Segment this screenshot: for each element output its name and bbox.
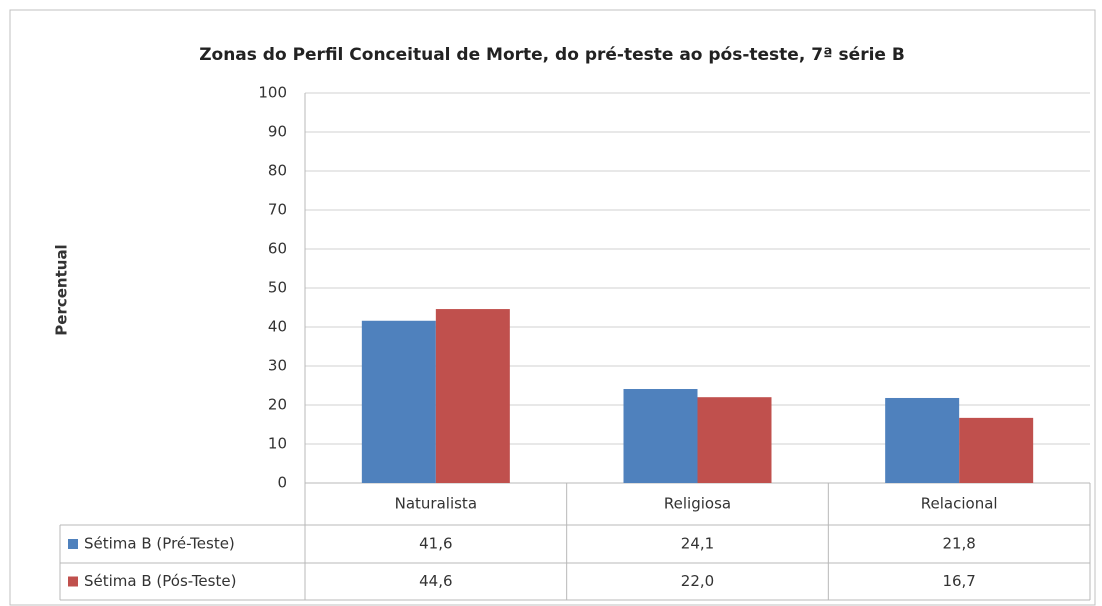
- chart-title: Zonas do Perfil Conceitual de Morte, do …: [199, 45, 905, 65]
- legend-key: [68, 539, 78, 549]
- bar: [435, 309, 510, 483]
- bar: [959, 417, 1034, 483]
- table-value: 41,6: [419, 535, 452, 553]
- bar: [623, 389, 698, 483]
- bar: [361, 320, 436, 483]
- y-tick-label: 80: [268, 162, 287, 180]
- bar: [885, 397, 960, 483]
- y-tick-label: 10: [268, 435, 287, 453]
- x-tick-label: Religiosa: [664, 495, 731, 513]
- table-value: 22,0: [681, 572, 714, 590]
- y-tick-label: 20: [268, 396, 287, 414]
- table-value: 16,7: [942, 572, 975, 590]
- bar: [697, 397, 772, 483]
- y-tick-label: 90: [268, 123, 287, 141]
- y-axis-label: Percentual: [53, 244, 71, 335]
- chart-border: [9, 9, 1096, 606]
- table-value: 21,8: [942, 535, 975, 553]
- y-tick-label: 60: [268, 240, 287, 258]
- legend-label: Sétima B (Pós-Teste): [84, 572, 236, 590]
- y-tick-label: 30: [268, 357, 287, 375]
- x-tick-label: Relacional: [921, 495, 998, 513]
- y-tick-label: 100: [258, 84, 287, 102]
- y-tick-label: 40: [268, 318, 287, 336]
- x-tick-label: Naturalista: [395, 495, 477, 513]
- legend-key: [68, 576, 78, 587]
- y-tick-label: 0: [277, 474, 287, 492]
- y-tick-label: 50: [268, 279, 287, 297]
- table-value: 24,1: [681, 535, 714, 553]
- y-tick-label: 70: [268, 201, 287, 219]
- legend-label: Sétima B (Pré-Teste): [84, 535, 235, 553]
- table-value: 44,6: [419, 572, 452, 590]
